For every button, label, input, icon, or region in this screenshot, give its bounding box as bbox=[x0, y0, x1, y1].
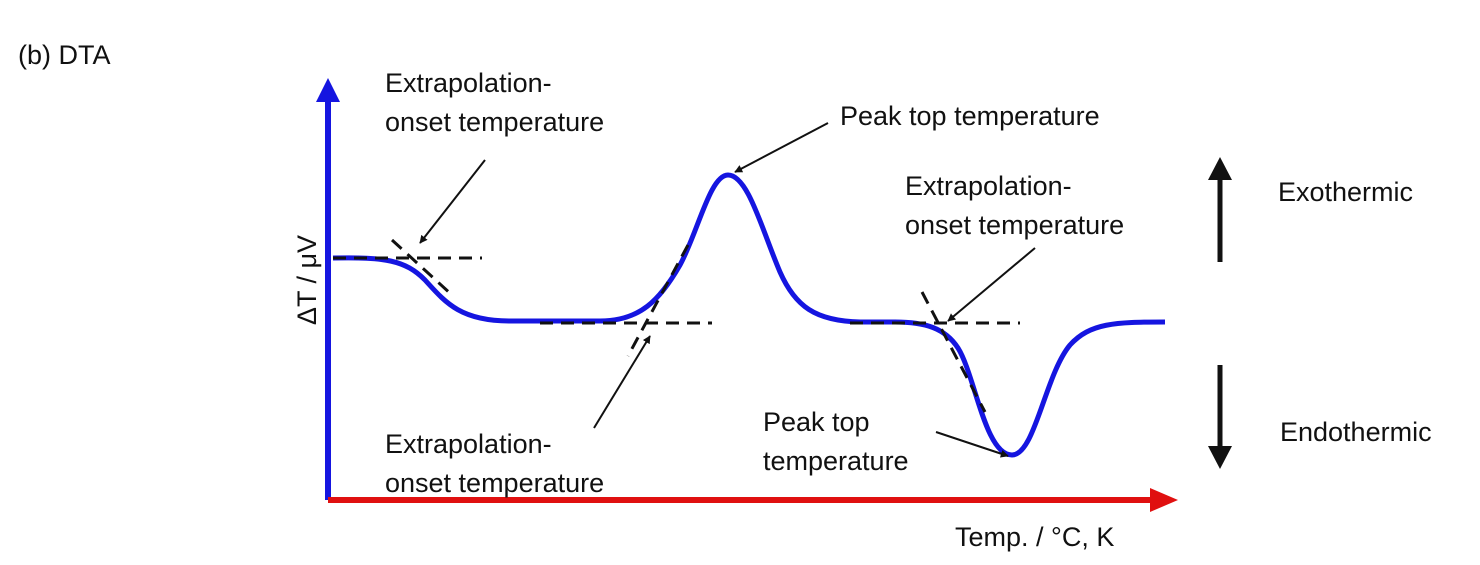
y-axis bbox=[316, 78, 340, 500]
arrow-onset-1 bbox=[419, 159, 486, 244]
arrow-onset-2 bbox=[593, 335, 651, 429]
exothermic-label: Exothermic bbox=[1278, 177, 1413, 207]
x-axis-label: Temp. / °C, K bbox=[955, 522, 1114, 552]
x-axis bbox=[328, 488, 1178, 512]
annotation-arrows bbox=[419, 122, 1036, 458]
label-onset-2: Extrapolation- onset temperature bbox=[385, 429, 604, 498]
label-onset-3: Extrapolation- onset temperature bbox=[905, 171, 1124, 240]
exothermic-arrow-icon bbox=[1208, 157, 1232, 262]
dta-curve bbox=[332, 172, 1166, 458]
panel-label: (b) DTA bbox=[18, 40, 111, 70]
tangent-1 bbox=[390, 238, 454, 297]
tangent-2 bbox=[626, 244, 690, 357]
label-onset-1: Extrapolation- onset temperature bbox=[385, 68, 604, 137]
y-axis-label: ΔT / μV bbox=[292, 235, 322, 325]
arrow-peak-endo bbox=[935, 431, 1009, 458]
endothermic-label: Endothermic bbox=[1280, 417, 1432, 447]
tangent-3 bbox=[920, 291, 987, 413]
label-peak-exo: Peak top temperature bbox=[840, 101, 1100, 131]
y-axis-arrowhead bbox=[316, 78, 340, 102]
construction-lines bbox=[333, 238, 1020, 413]
arrow-onset-3 bbox=[947, 247, 1036, 322]
endothermic-arrow-icon bbox=[1208, 365, 1232, 469]
label-peak-endo: Peak top temperature bbox=[763, 407, 909, 476]
arrow-peak-exo bbox=[734, 122, 829, 173]
x-axis-arrowhead bbox=[1150, 488, 1178, 512]
